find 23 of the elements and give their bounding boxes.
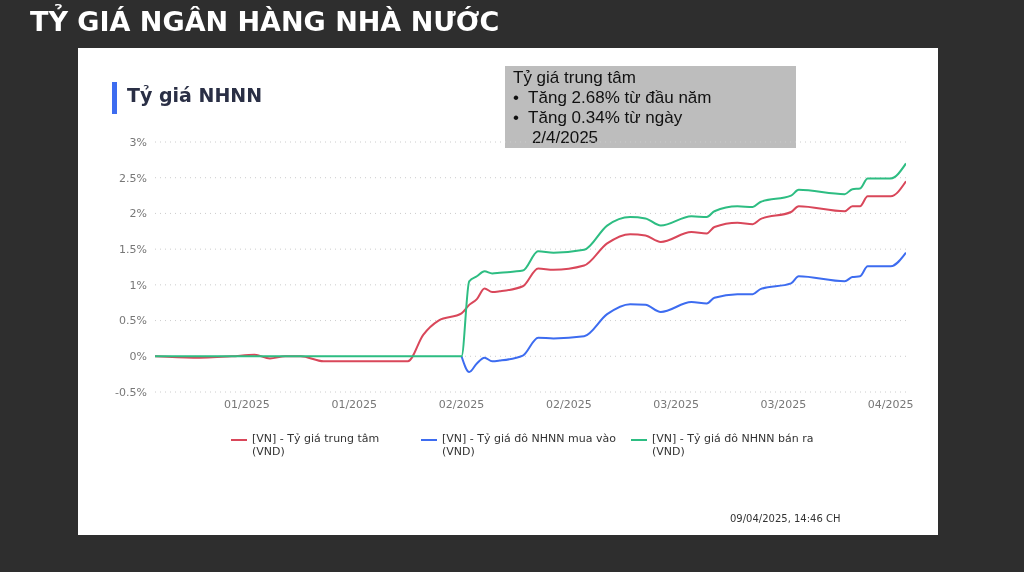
x-tick-label: 03/2025 <box>653 397 699 411</box>
legend-label: [VN] - Tỷ giá trung tâm (VND) <box>252 432 381 458</box>
x-tick-label: 01/2025 <box>224 397 270 411</box>
y-tick-label: 2.5% <box>119 171 147 185</box>
text: 09/04/2025, 14:46 CH <box>730 513 841 524</box>
x-tick-label: 04/2025 <box>867 397 914 411</box>
legend-label: [VN] - Tỷ giá đô NHNN bán ra (VND) <box>652 432 815 458</box>
y-tick-label: 0.5% <box>119 314 147 328</box>
y-tick-label: -0.5% <box>115 385 147 399</box>
y-tick-label: 2% <box>129 207 147 221</box>
x-tick-label: 01/2025 <box>331 397 378 411</box>
x-tick-label: 02/2025 <box>545 397 592 411</box>
y-tick-label: 1% <box>129 278 147 292</box>
y-tick-label: 0% <box>129 350 147 364</box>
note-box: Tỷ giá trung tâm • Tăng 2.68% từ đầu năm • Tăng 0.34% từ ngày 2/4/2025 <box>505 66 796 148</box>
chart-title: TỶ GIÁ NGÂN HÀNG NHÀ NƯỚC <box>30 6 500 37</box>
chart-subtitle: Tỷ giá NHNN <box>127 84 263 106</box>
y-tick-label: 1.5% <box>119 243 147 257</box>
x-tick-label: 02/2025 <box>438 397 485 411</box>
legend-label: [VN] - Tỷ giá đô NHNN mua vào (VND) <box>442 432 617 458</box>
line-series <box>460 251 906 373</box>
y-tick-label: 3% <box>129 135 147 149</box>
x-tick-label: 03/2025 <box>760 397 807 411</box>
